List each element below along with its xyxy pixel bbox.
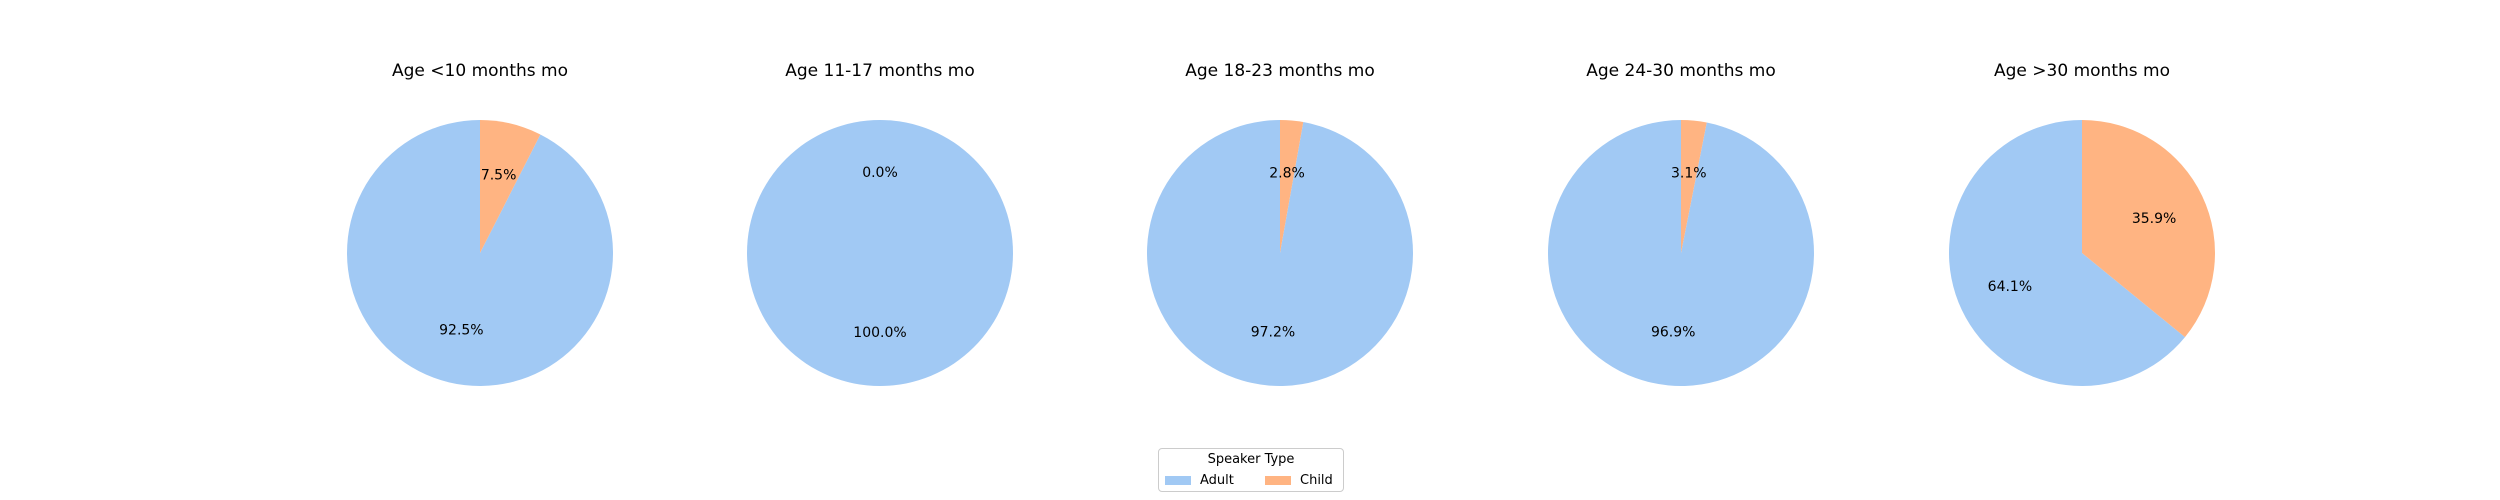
pie-4: Age 24-30 months mo 96.9% 3.1% xyxy=(1547,61,1814,387)
pie-slice-child xyxy=(2082,119,2215,338)
pie-slice-child xyxy=(480,120,541,253)
legend-swatch-child xyxy=(1265,475,1291,485)
legend-item-adult: Adult xyxy=(1165,472,1234,488)
pie-title: Age <10 months mo xyxy=(392,61,568,81)
pie-5: Age >30 months mo 64.1% 35.9% xyxy=(1949,61,2215,386)
pie-slice-adult xyxy=(346,120,613,386)
legend-label-adult: Adult xyxy=(1200,472,1234,488)
pct-label-adult: 64.1% xyxy=(1988,279,2032,295)
pie-title: Age >30 months mo xyxy=(1994,61,2170,81)
legend: Speaker Type Adult Child xyxy=(1158,448,1344,492)
legend-title: Speaker Type xyxy=(1207,452,1295,467)
pie-slice-adult xyxy=(1547,120,1814,387)
pie-title: Age 18-23 months mo xyxy=(1185,61,1374,81)
pie-1: Age <10 months mo 92.5% 7.5% xyxy=(346,61,613,386)
pie-slice-child xyxy=(1681,120,1707,253)
pct-label-adult: 100.0% xyxy=(853,325,906,341)
legend-swatch-adult xyxy=(1165,475,1191,485)
pct-label-child: 7.5% xyxy=(481,167,517,183)
pie-slice-child xyxy=(1280,120,1304,253)
pie-title: Age 24-30 months mo xyxy=(1586,61,1775,81)
pct-label-child: 35.9% xyxy=(2132,211,2176,227)
pie-2: Age 11-17 months mo 100.0% 0.0% xyxy=(747,61,1013,386)
pct-label-child: 3.1% xyxy=(1671,166,1707,182)
pct-label-adult: 96.9% xyxy=(1651,324,1695,340)
pct-label-child: 2.8% xyxy=(1269,166,1305,182)
pie-3: Age 18-23 months mo 97.2% 2.8% xyxy=(1147,61,1414,386)
pie-slice-adult xyxy=(1949,120,2186,386)
pie-title: Age 11-17 months mo xyxy=(785,61,974,81)
legend-item-child: Child xyxy=(1265,472,1333,488)
pct-label-child: 0.0% xyxy=(862,165,898,181)
pie-slice-adult xyxy=(1147,120,1414,386)
pct-label-adult: 92.5% xyxy=(439,323,483,339)
pct-label-adult: 97.2% xyxy=(1251,324,1295,340)
legend-label-child: Child xyxy=(1300,472,1333,488)
pie-slice-adult xyxy=(747,120,1013,386)
